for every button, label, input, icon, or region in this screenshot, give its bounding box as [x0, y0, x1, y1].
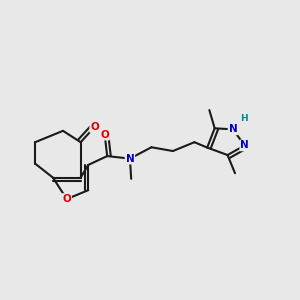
- Text: O: O: [90, 122, 99, 132]
- Text: N: N: [126, 154, 134, 164]
- Text: N: N: [229, 124, 237, 134]
- Text: O: O: [62, 194, 71, 204]
- Text: H: H: [240, 114, 248, 123]
- Text: N: N: [240, 140, 249, 150]
- Text: O: O: [100, 130, 109, 140]
